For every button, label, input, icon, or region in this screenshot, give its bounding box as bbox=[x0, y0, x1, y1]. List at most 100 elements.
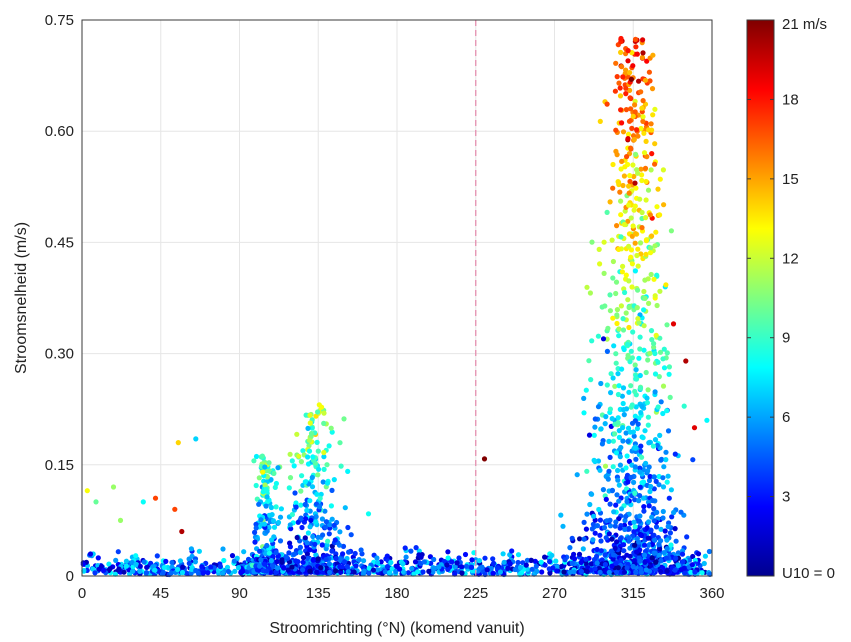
data-point bbox=[266, 460, 272, 466]
data-point bbox=[81, 568, 87, 574]
data-point bbox=[639, 177, 645, 184]
data-point bbox=[331, 522, 337, 528]
data-point bbox=[305, 425, 311, 431]
data-point bbox=[589, 338, 595, 344]
data-point bbox=[670, 321, 677, 327]
data-point bbox=[263, 486, 269, 492]
data-point bbox=[616, 333, 622, 339]
y-tick-label: 0.60 bbox=[45, 123, 74, 140]
data-point bbox=[632, 268, 639, 274]
data-point bbox=[627, 178, 633, 185]
data-point bbox=[652, 243, 658, 249]
data-point bbox=[675, 562, 682, 569]
data-point bbox=[558, 512, 564, 518]
data-point bbox=[571, 556, 578, 562]
data-point bbox=[619, 366, 625, 372]
data-point bbox=[115, 549, 121, 555]
data-point bbox=[225, 568, 232, 575]
data-point bbox=[689, 562, 696, 568]
data-point bbox=[630, 63, 636, 69]
data-point bbox=[598, 538, 604, 544]
data-point bbox=[584, 511, 590, 517]
data-point bbox=[643, 460, 649, 466]
x-tick-label: 360 bbox=[699, 585, 724, 602]
data-point bbox=[300, 555, 307, 561]
data-point bbox=[638, 448, 644, 454]
x-tick-label: 0 bbox=[78, 585, 86, 602]
data-point bbox=[257, 563, 263, 569]
data-point bbox=[678, 567, 684, 573]
data-point bbox=[497, 569, 503, 575]
data-point bbox=[584, 468, 590, 474]
data-point bbox=[660, 475, 666, 481]
data-point bbox=[668, 228, 675, 234]
data-point bbox=[258, 517, 264, 523]
data-point bbox=[639, 105, 645, 111]
data-point bbox=[326, 561, 332, 567]
data-point bbox=[561, 569, 567, 575]
data-point bbox=[668, 487, 675, 493]
data-point bbox=[240, 568, 246, 575]
data-point bbox=[633, 376, 639, 382]
data-point bbox=[617, 525, 623, 531]
data-point bbox=[628, 215, 634, 221]
data-point bbox=[567, 545, 573, 551]
data-point bbox=[244, 569, 250, 575]
data-point bbox=[261, 521, 268, 527]
data-point bbox=[625, 425, 632, 431]
data-point bbox=[619, 120, 625, 126]
data-point bbox=[325, 538, 331, 544]
data-point bbox=[624, 475, 630, 481]
data-point bbox=[501, 559, 507, 565]
data-point bbox=[617, 85, 623, 91]
data-point bbox=[287, 540, 293, 546]
data-point bbox=[650, 52, 656, 58]
data-point bbox=[651, 341, 657, 347]
data-point bbox=[682, 570, 688, 576]
data-point bbox=[500, 551, 506, 557]
data-point bbox=[80, 561, 86, 567]
data-point bbox=[667, 394, 673, 400]
y-tick-label: 0.45 bbox=[45, 234, 74, 251]
data-point bbox=[652, 537, 658, 543]
data-point bbox=[208, 564, 214, 570]
data-point bbox=[592, 530, 598, 536]
data-point bbox=[144, 564, 150, 571]
data-point bbox=[616, 428, 622, 434]
data-point bbox=[629, 261, 636, 267]
data-point bbox=[281, 565, 287, 571]
data-point bbox=[393, 568, 399, 575]
data-point bbox=[315, 409, 321, 415]
data-point bbox=[706, 548, 713, 555]
data-point bbox=[657, 176, 663, 182]
data-point bbox=[622, 289, 628, 296]
data-point bbox=[621, 173, 628, 179]
data-point bbox=[663, 555, 670, 561]
data-point bbox=[652, 437, 659, 443]
data-point bbox=[314, 569, 320, 575]
data-point bbox=[491, 560, 497, 567]
data-point bbox=[615, 565, 621, 571]
data-point bbox=[289, 511, 295, 518]
data-point bbox=[640, 118, 646, 124]
data-point bbox=[344, 564, 350, 570]
data-point bbox=[200, 570, 206, 576]
data-point bbox=[654, 442, 660, 448]
data-point bbox=[547, 559, 553, 565]
data-point bbox=[632, 240, 638, 246]
data-point bbox=[295, 559, 301, 565]
data-point bbox=[626, 118, 633, 124]
data-point bbox=[627, 359, 633, 365]
data-point bbox=[607, 199, 613, 205]
data-point bbox=[549, 552, 555, 559]
data-point bbox=[624, 498, 630, 505]
data-point bbox=[633, 569, 639, 575]
data-point bbox=[660, 515, 666, 521]
data-point bbox=[296, 453, 302, 459]
data-point bbox=[636, 518, 643, 524]
data-point bbox=[324, 462, 330, 468]
data-point bbox=[590, 537, 596, 543]
data-point bbox=[152, 567, 158, 573]
data-point bbox=[298, 515, 304, 521]
data-point bbox=[382, 569, 388, 575]
